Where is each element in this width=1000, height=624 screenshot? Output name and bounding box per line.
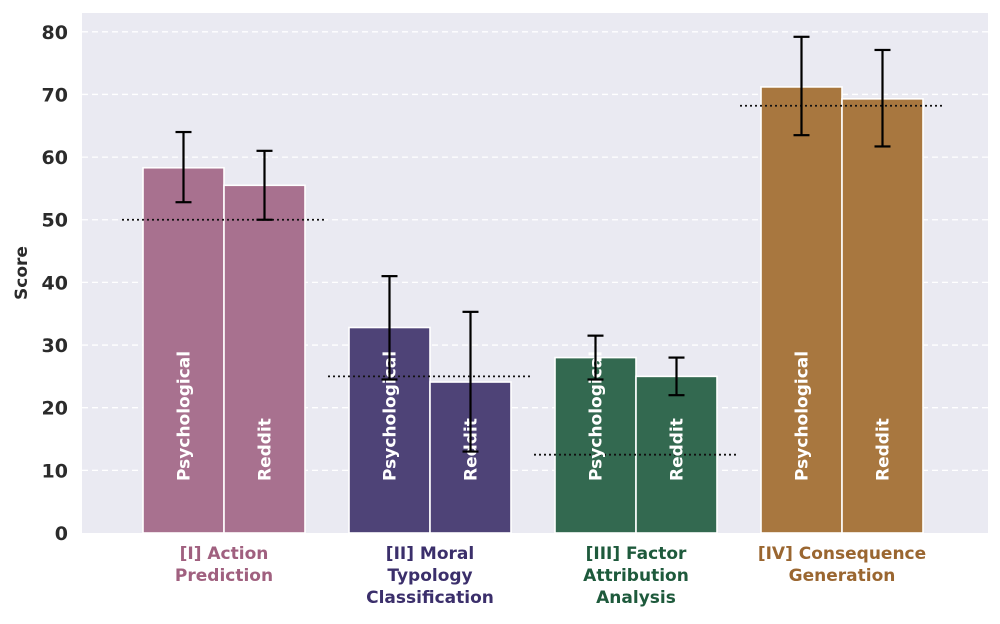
error-bar <box>175 130 192 204</box>
category-label: [I] Action Prediction <box>175 544 273 586</box>
bar-series-label: Psychological <box>587 351 607 481</box>
bar-group: Psychological Reddit <box>534 334 738 534</box>
category-label-line: Classification <box>366 588 494 608</box>
y-tick-label: 50 <box>42 210 68 232</box>
category-label-line: [II] Moral <box>386 544 474 564</box>
category-label-line: Prediction <box>175 566 273 586</box>
category-labels: [I] Action Prediction [II] Moral Typology Cl… <box>175 544 926 608</box>
bar <box>142 166 225 534</box>
y-tick-label: 80 <box>42 22 68 44</box>
category-label-line: Typology <box>387 566 472 586</box>
category-label-line: [III] Factor <box>586 544 687 564</box>
category-label-line: Attribution <box>583 566 689 586</box>
bar-series-label: Reddit <box>668 418 688 481</box>
error-bar <box>462 310 479 453</box>
y-tick-label: 60 <box>42 147 68 169</box>
bar-group: Psychological Reddit <box>740 35 944 534</box>
bars: Psychological Reddit Psychological Reddit Ps… <box>122 35 944 534</box>
bar <box>760 86 843 534</box>
bar-group: Psychological Reddit <box>122 130 326 534</box>
bar-series-label: Psychological <box>381 351 401 481</box>
bar-series-label: Psychological <box>793 351 813 481</box>
bar-series-label: Reddit <box>256 418 276 481</box>
category-label: [IV] Consequence Generation <box>758 544 926 586</box>
bar <box>841 98 924 534</box>
error-bar <box>874 48 891 148</box>
y-tick-label: 20 <box>42 398 68 420</box>
bar-series-label: Psychological <box>175 351 195 481</box>
y-tick-label: 0 <box>55 523 68 545</box>
error-bar <box>256 149 273 221</box>
y-axis-title: Score <box>12 246 32 300</box>
error-bar <box>668 356 685 397</box>
category-label-line: [IV] Consequence <box>758 544 926 564</box>
bar <box>223 184 306 534</box>
category-label: [II] Moral Typology Classification <box>366 544 494 608</box>
category-label-line: Generation <box>789 566 896 586</box>
bar-series-label: Reddit <box>874 418 894 481</box>
y-axis-ticks: 0 10 20 30 40 50 60 70 80 <box>42 22 68 545</box>
y-tick-label: 30 <box>42 335 68 357</box>
error-bar <box>381 275 398 381</box>
y-tick-label: 70 <box>42 84 68 106</box>
y-tick-label: 10 <box>42 460 68 482</box>
category-label-line: Analysis <box>596 588 676 608</box>
error-bar <box>587 334 604 381</box>
error-bar <box>793 35 810 137</box>
category-label: [III] Factor Attribution Analysis <box>583 544 689 608</box>
category-label-line: [I] Action <box>180 544 269 564</box>
y-tick-label: 40 <box>42 272 68 294</box>
bar <box>554 356 637 534</box>
